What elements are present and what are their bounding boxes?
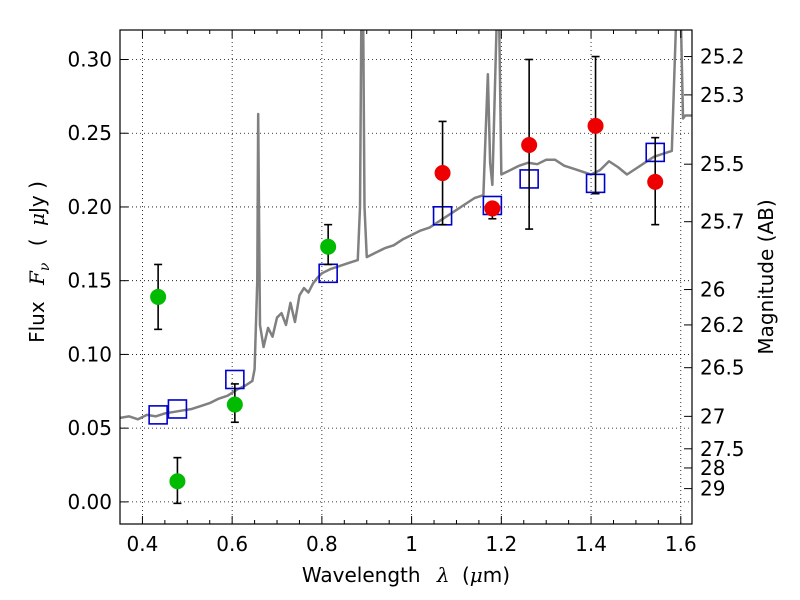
y-axis-label-unit-open: (	[25, 238, 49, 246]
y-tick-label: 0.00	[67, 490, 112, 514]
x-axis-label: Wavelength λ (μm)	[302, 563, 510, 587]
observed-point	[484, 200, 501, 217]
y-tick-label: 0.20	[67, 195, 112, 219]
observed-point	[647, 173, 664, 190]
y-tick-label: 0.30	[67, 47, 112, 71]
plot-frame	[119, 29, 693, 525]
y-tick-label: 0.15	[67, 269, 112, 293]
model-photometry-square	[167, 399, 188, 419]
observed-point	[587, 117, 604, 134]
model-photometry-square	[148, 405, 168, 425]
y2-tick-label: 25.3	[700, 83, 745, 107]
y2-tick-label: 27.5	[700, 437, 745, 461]
observed-point	[226, 396, 243, 413]
observed-point	[521, 137, 538, 154]
x-tick-label: 1.6	[665, 532, 697, 556]
observed-point	[150, 288, 167, 305]
x-axis-label-unit-mu: μ	[470, 563, 483, 587]
y-tick-label: 0.10	[67, 342, 112, 366]
x-tick-label: 0.4	[127, 532, 159, 556]
y-axis-label-unit-rest: Jy )	[25, 181, 49, 215]
x-tick-label: 1	[405, 532, 418, 556]
plot-area	[120, 30, 692, 505]
y2-tick-label: 26.2	[700, 313, 745, 337]
y2-tick-label: 25.7	[700, 210, 745, 234]
y2-tick-label: 25.2	[700, 45, 745, 69]
y-axis-label-symbol: F	[25, 270, 49, 286]
y2-axis-label: Magnitude (AB)	[754, 199, 778, 354]
x-tick-label: 0.8	[306, 532, 338, 556]
grid	[120, 30, 692, 524]
y2-tick-label: 25.5	[700, 152, 745, 176]
x-axis-label-unit-rest: m)	[483, 563, 510, 587]
observed-point	[320, 238, 337, 255]
y2-tick-label: 26.5	[700, 356, 745, 380]
observed-point	[434, 165, 451, 182]
x-axis-label-unit-open: (	[462, 563, 470, 587]
spectrum-line	[120, 30, 692, 421]
y-axis-label-unit-mu: μ	[25, 213, 49, 226]
observed-point	[169, 473, 186, 490]
y2-tick-label: 29	[700, 477, 725, 501]
y2-tick-label: 26	[700, 278, 725, 302]
y-axis-label: Flux Fν ( μJy )	[25, 181, 54, 343]
x-tick-label: 0.6	[216, 532, 248, 556]
y-tick-label: 0.05	[67, 416, 112, 440]
x-axis-label-symbol: λ	[436, 563, 450, 587]
axis-ticks: 0.4 0.6 0.8 1 1.2 1.4 1.6 0.00 0.05 0.10 0.15 0.20 0…	[67, 30, 745, 556]
x-tick-label: 1.4	[575, 532, 607, 556]
y-axis-label-subscript: ν	[37, 262, 53, 271]
x-axis-label-text: Wavelength	[302, 563, 421, 587]
y-tick-label: 0.25	[67, 121, 112, 145]
y2-tick-label: 28	[700, 456, 725, 480]
y-axis-label-text: Flux	[25, 301, 49, 343]
y2-tick-label: 27	[700, 404, 725, 428]
x-tick-label: 1.2	[485, 532, 517, 556]
